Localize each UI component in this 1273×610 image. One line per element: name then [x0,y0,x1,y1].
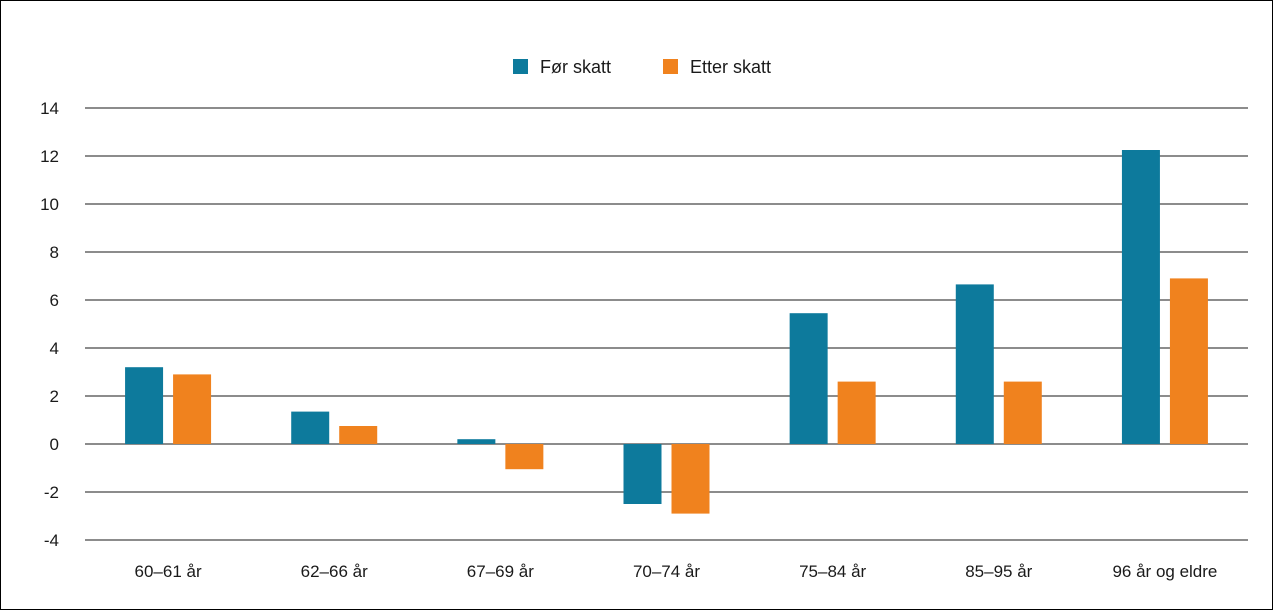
y-tick-label: 10 [40,195,59,214]
y-tick-label: 4 [50,339,59,358]
legend-label: Før skatt [540,57,611,77]
legend-label: Etter skatt [690,57,771,77]
bar-etter-skatt [837,381,876,444]
legend-swatch [663,59,678,74]
legend: Før skatt Etter skatt [513,57,771,77]
bars [125,150,1208,514]
gridlines [85,107,1248,541]
x-tick-label: 62–66 år [301,562,368,581]
x-tick-label: 67–69 år [467,562,534,581]
y-tick-label: -4 [44,531,59,550]
y-axis-tick-labels: 14 12 10 8 6 4 2 0 -2 -4 [40,99,59,550]
bar-etter-skatt [1003,381,1042,444]
bar-etter-skatt [671,444,710,514]
bar-for-skatt [789,313,828,444]
bar-etter-skatt [173,374,212,444]
bar-for-skatt [955,284,994,444]
bar-for-skatt [1121,150,1160,444]
y-tick-label: 6 [50,291,59,310]
bar-for-skatt [623,444,662,504]
bar-etter-skatt [505,444,544,470]
bar-etter-skatt [339,426,378,444]
x-tick-label: 60–61 år [135,562,202,581]
x-tick-label: 96 år og eldre [1112,562,1217,581]
y-tick-label: 14 [40,99,59,118]
y-tick-label: 12 [40,147,59,166]
bar-etter-skatt [1169,278,1208,444]
y-tick-label: 2 [50,387,59,406]
x-tick-label: 70–74 år [633,562,700,581]
y-tick-label: 8 [50,243,59,262]
y-tick-label: 0 [50,435,59,454]
legend-swatch [513,59,528,74]
bar-for-skatt [125,367,164,444]
bar-for-skatt [457,439,496,444]
y-tick-label: -2 [44,483,59,502]
bar-for-skatt [291,411,330,444]
x-tick-label: 85–95 år [965,562,1032,581]
x-tick-label: 75–84 år [799,562,866,581]
x-axis-tick-labels: 60–61 år 62–66 år 67–69 år 70–74 år 75–84 år… [135,562,1218,581]
